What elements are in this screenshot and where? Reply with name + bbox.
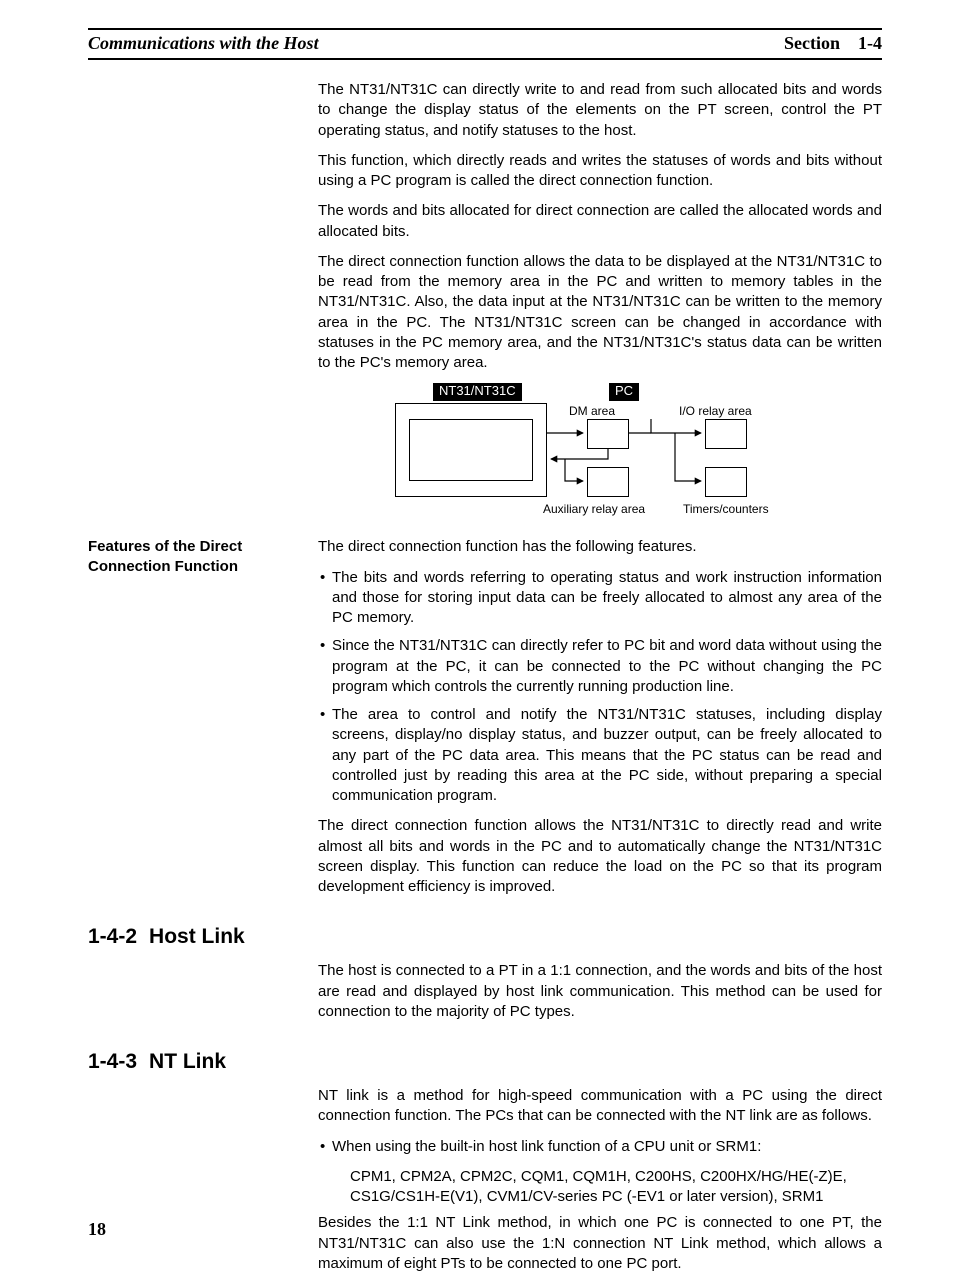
heading-host-link-num: 1-4-2: [88, 925, 137, 948]
running-head: Communications with the Host Section 1-4: [88, 28, 882, 60]
features-lead: The direct connection function has the f…: [318, 537, 882, 557]
running-head-right: Section 1-4: [784, 33, 882, 54]
diagram-connectors: [395, 383, 805, 519]
ntlink-bullet-1: • When using the built-in host link func…: [318, 1137, 882, 1157]
ntlink-bullet-1-sub: CPM1, CPM2A, CPM2C, CQM1, CQM1H, C200HS,…: [350, 1167, 882, 1208]
ntlink-para-1: NT link is a method for high-speed commu…: [318, 1086, 882, 1127]
intro-para-4: The direct connection function allows th…: [318, 252, 882, 374]
hostlink-para: The host is connected to a PT in a 1:1 c…: [318, 961, 882, 1022]
heading-host-link: 1-4-2 Host Link: [88, 925, 882, 949]
features-bullet-2: • Since the NT31/NT31C can directly refe…: [318, 636, 882, 697]
heading-host-link-title: Host Link: [149, 925, 245, 948]
page-number: 18: [88, 1219, 106, 1240]
bullet-dot-icon: •: [318, 568, 332, 629]
bullet-dot-icon: •: [318, 636, 332, 697]
bullet-dot-icon: •: [318, 1137, 332, 1157]
intro-para-3: The words and bits allocated for direct …: [318, 201, 882, 242]
intro-para-1: The NT31/NT31C can directly write to and…: [318, 80, 882, 141]
heading-nt-link-title: NT Link: [149, 1050, 226, 1073]
ntlink-para-2: Besides the 1:1 NT Link method, in which…: [318, 1213, 882, 1274]
features-tail: The direct connection function allows th…: [318, 816, 882, 897]
heading-nt-link: 1-4-3 NT Link: [88, 1050, 882, 1074]
features-bullets: • The bits and words referring to operat…: [318, 568, 882, 807]
intro-para-2: This function, which directly reads and …: [318, 151, 882, 192]
features-bullet-3: • The area to control and notify the NT3…: [318, 705, 882, 806]
diagram: NT31/NT31C PC DM area I/O relay area Aux…: [318, 383, 882, 519]
features-bullet-1: • The bits and words referring to operat…: [318, 568, 882, 629]
ntlink-bullets: • When using the built-in host link func…: [318, 1137, 882, 1157]
sidehead-features: Features of the Direct Connection Functi…: [88, 537, 318, 576]
heading-nt-link-num: 1-4-3: [88, 1050, 137, 1073]
bullet-dot-icon: •: [318, 705, 332, 806]
running-head-left: Communications with the Host: [88, 33, 319, 54]
